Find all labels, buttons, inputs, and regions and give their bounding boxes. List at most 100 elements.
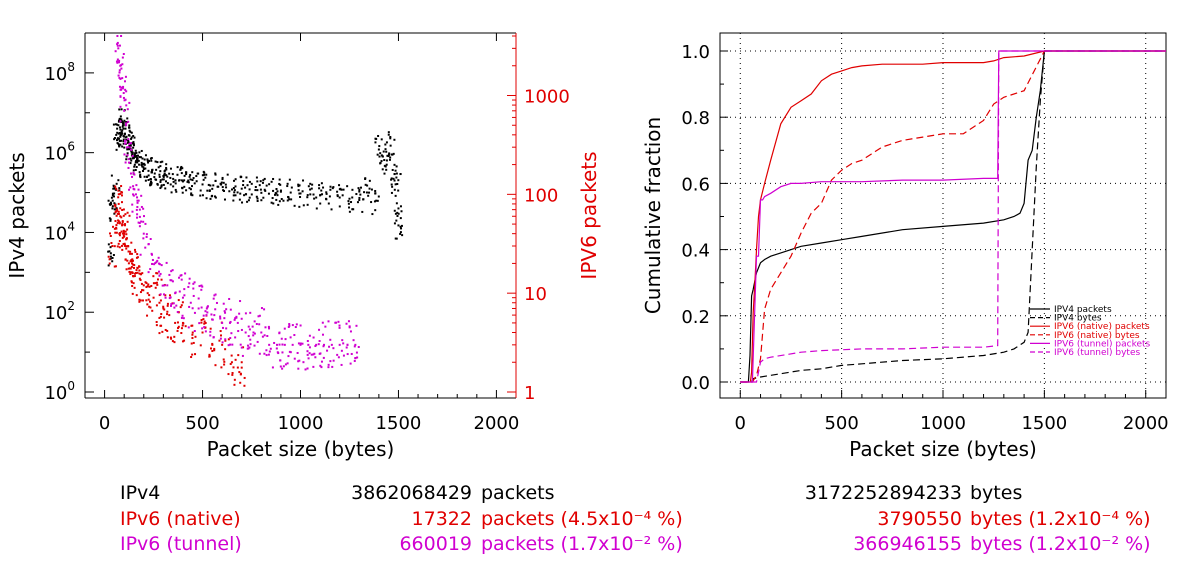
data-point xyxy=(130,252,133,255)
data-point xyxy=(119,64,122,67)
data-point xyxy=(399,231,402,234)
data-point xyxy=(129,250,132,253)
data-point xyxy=(148,294,151,297)
data-point xyxy=(124,80,127,83)
data-point xyxy=(152,275,155,278)
data-point xyxy=(115,231,118,234)
data-point xyxy=(111,260,114,263)
data-point xyxy=(187,326,190,329)
data-point xyxy=(123,244,126,247)
data-point xyxy=(159,315,162,318)
data-point xyxy=(194,353,197,356)
data-point xyxy=(207,183,210,186)
data-point xyxy=(306,350,309,353)
data-point xyxy=(142,166,145,169)
data-point xyxy=(190,342,193,345)
data-point xyxy=(320,189,323,192)
data-point xyxy=(126,152,129,155)
data-point xyxy=(397,189,400,192)
data-point xyxy=(146,175,149,178)
data-point xyxy=(287,325,290,328)
data-point xyxy=(109,218,112,221)
data-point xyxy=(176,166,179,169)
data-point xyxy=(139,173,142,176)
data-point xyxy=(130,281,133,284)
data-point xyxy=(113,185,116,188)
data-point xyxy=(193,182,196,185)
data-point xyxy=(116,245,119,248)
data-point xyxy=(399,232,402,235)
data-point xyxy=(158,301,161,304)
data-point xyxy=(306,367,309,370)
data-point xyxy=(206,305,209,308)
summary-label: IPv6 (tunnel) xyxy=(120,533,242,555)
y-tick-label: 100 xyxy=(44,379,75,404)
data-point xyxy=(122,234,125,237)
data-point xyxy=(356,201,359,204)
data-point xyxy=(314,345,317,348)
data-point xyxy=(150,284,153,287)
data-point xyxy=(113,138,116,141)
data-point xyxy=(201,285,204,288)
data-point xyxy=(182,317,185,320)
data-point xyxy=(124,213,127,216)
data-point xyxy=(319,364,322,367)
data-point xyxy=(166,302,169,305)
data-point xyxy=(152,282,155,285)
data-point xyxy=(256,189,259,192)
data-point xyxy=(395,219,398,222)
data-point xyxy=(164,328,167,331)
data-point xyxy=(239,300,242,303)
data-point xyxy=(178,290,181,293)
data-point xyxy=(136,201,139,204)
data-point xyxy=(259,180,262,183)
data-point xyxy=(176,173,179,176)
data-point xyxy=(176,329,179,332)
data-point xyxy=(147,161,150,164)
data-point xyxy=(121,125,124,128)
data-point xyxy=(230,332,233,335)
data-point xyxy=(233,191,236,194)
data-point xyxy=(114,185,117,188)
data-point xyxy=(198,285,201,288)
data-point xyxy=(137,159,140,162)
data-point xyxy=(326,349,329,352)
data-point xyxy=(301,342,304,345)
data-point xyxy=(114,50,117,53)
data-point xyxy=(254,189,257,192)
data-point xyxy=(118,187,121,190)
data-point xyxy=(319,202,322,205)
data-point xyxy=(213,294,216,297)
data-point xyxy=(288,323,291,326)
data-point xyxy=(219,315,222,318)
data-point xyxy=(114,231,117,234)
data-point xyxy=(116,139,119,142)
legend-entry: IPV6 (tunnel) packets xyxy=(1054,339,1151,349)
y-tick-label: 102 xyxy=(44,299,75,324)
series-line xyxy=(740,50,1166,383)
data-point xyxy=(191,179,194,182)
data-point xyxy=(135,184,138,187)
right-y-axis-label: IPV6 packets xyxy=(577,151,601,279)
data-point xyxy=(119,128,122,131)
data-point xyxy=(125,104,128,107)
data-point xyxy=(390,183,393,186)
data-point xyxy=(130,280,133,283)
data-point xyxy=(181,314,184,317)
data-point xyxy=(121,248,124,251)
data-point xyxy=(145,233,148,236)
data-point xyxy=(155,281,158,284)
data-point xyxy=(147,283,150,286)
data-point xyxy=(160,278,163,281)
data-point xyxy=(179,168,182,171)
series-line xyxy=(740,50,1166,383)
data-point xyxy=(222,302,225,305)
data-point xyxy=(270,180,273,183)
data-point xyxy=(189,178,192,181)
data-point xyxy=(220,334,223,337)
data-point xyxy=(169,167,172,170)
data-point xyxy=(132,169,135,172)
data-point xyxy=(130,265,133,268)
data-point xyxy=(170,337,173,340)
data-point xyxy=(147,178,150,181)
